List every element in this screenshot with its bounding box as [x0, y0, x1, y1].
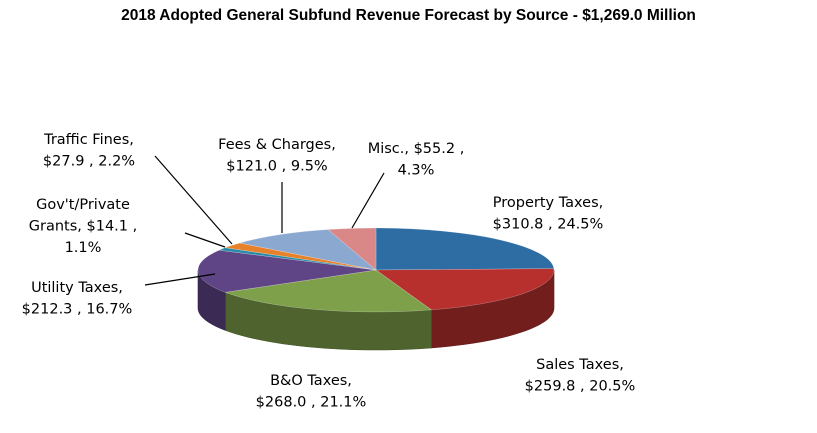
pie-slice-misc-	[327, 227, 377, 271]
leader-line-traffic-fines	[154, 155, 233, 245]
pie-slice-traffic-fines	[224, 242, 377, 271]
data-label-gov-t-private-grants: Gov't/Private Grants, $14.1 , 1.1%	[29, 197, 137, 256]
data-label-utility-taxes: Utility Taxes, $212.3 , 16.7%	[22, 280, 133, 318]
leader-line-utility-taxes	[144, 273, 216, 286]
pie-slice-b-o-taxes	[224, 269, 433, 313]
data-label-b-o-taxes: B&O Taxes, $268.0 , 21.1%	[256, 373, 367, 411]
leader-line-misc-	[351, 172, 385, 229]
pie-slice-sales-taxes	[375, 268, 555, 311]
data-label-traffic-fines: Traffic Fines, $27.9 , 2.2%	[43, 132, 135, 170]
data-label-misc-: Misc., $55.2 , 4.3%	[368, 141, 465, 179]
pie-slice-gov-t-private-grants	[218, 247, 377, 271]
leader-line-gov-t-private-grants	[184, 232, 226, 248]
data-label-property-taxes: Property Taxes, $310.8 , 24.5%	[493, 195, 604, 233]
pie-labels: Property Taxes, $310.8 , 24.5% Sales Taxes…	[22, 132, 636, 411]
pie-slice-utility-taxes	[197, 249, 377, 293]
pie-slice-property-taxes	[375, 227, 555, 271]
data-label-sales-taxes: Sales Taxes, $259.8 , 20.5%	[525, 357, 636, 395]
data-label-fees-charges: Fees & Charges, $121.0 , 9.5%	[218, 137, 336, 175]
chart-title: 2018 Adopted General Subfund Revenue For…	[121, 7, 696, 24]
pie-slices	[197, 227, 555, 313]
pie-slice-fees-charges	[239, 229, 377, 271]
pie-side-walls	[197, 269, 555, 351]
